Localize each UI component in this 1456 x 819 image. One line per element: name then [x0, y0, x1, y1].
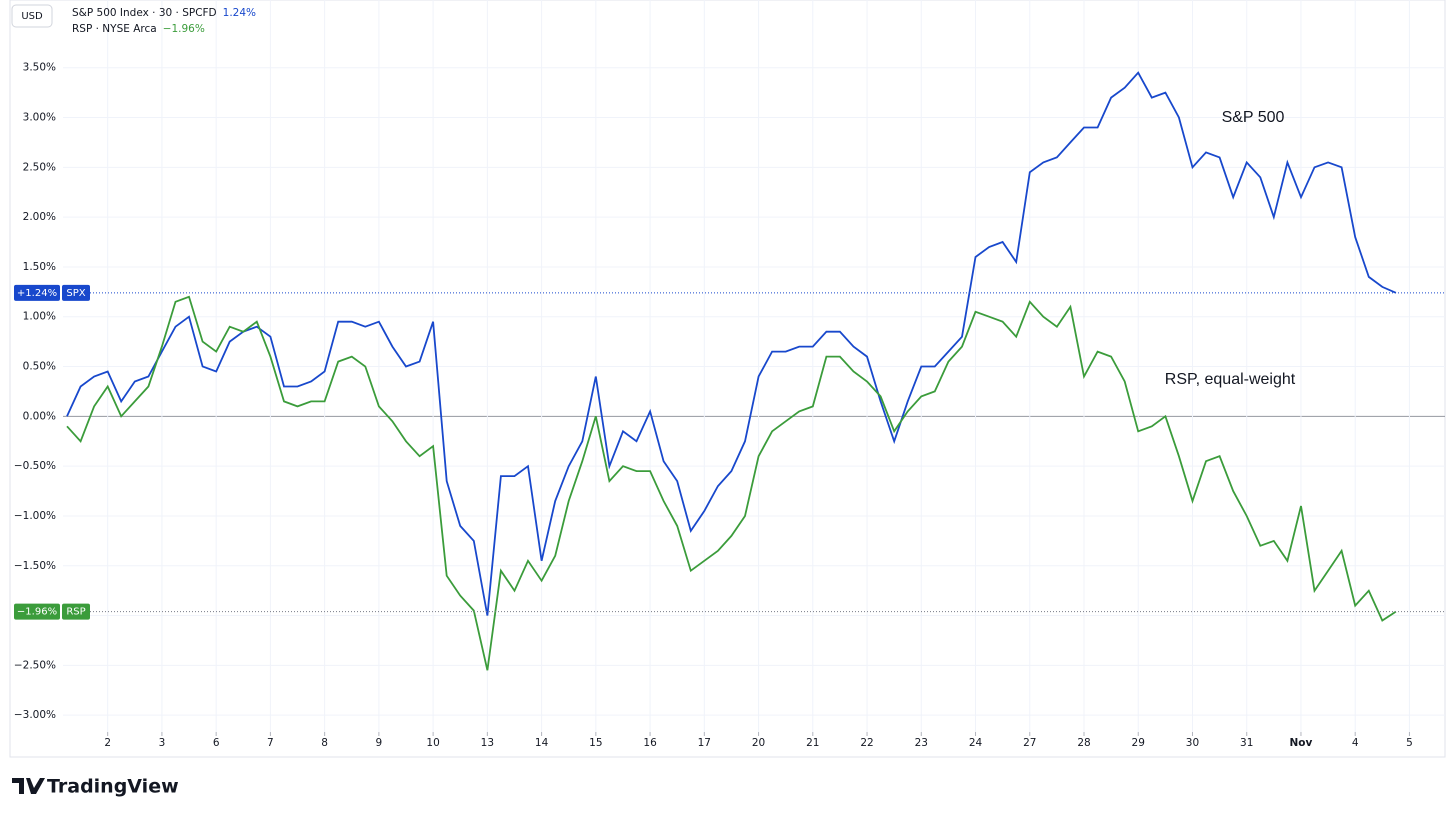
- y-tick-label: 0.00%: [23, 410, 56, 422]
- price-tag: [14, 603, 60, 620]
- series-line: [66, 71, 1397, 616]
- y-tick-label: −0.50%: [14, 460, 56, 472]
- legend-name: S&P 500 Index · 30 · SPCFD: [72, 7, 217, 19]
- y-tick-label: 3.00%: [23, 112, 56, 124]
- x-tick-label: 9: [376, 737, 383, 749]
- x-tick-label: 5: [1406, 737, 1413, 749]
- grid: [63, 0, 1445, 732]
- x-tick-label: 28: [1077, 737, 1090, 749]
- y-tick-label: −1.50%: [14, 560, 56, 572]
- symbol-tag: [62, 603, 90, 620]
- y-tick-label: 0.50%: [23, 361, 56, 373]
- x-tick-label: 31: [1240, 737, 1253, 749]
- y-tick-label: 2.00%: [23, 211, 56, 223]
- legend-value: −1.96%: [163, 23, 205, 35]
- x-tick-label: 16: [643, 737, 657, 749]
- x-tick-label: 23: [915, 737, 928, 749]
- legend-name: RSP · NYSE Arca: [72, 23, 157, 35]
- x-tick-label: 13: [481, 737, 494, 749]
- x-tick-label: 14: [535, 737, 549, 749]
- symbol-tag: [62, 284, 90, 301]
- x-tick-label: 20: [752, 737, 765, 749]
- legend-entry: RSP · NYSE Arca −1.96%: [72, 23, 205, 35]
- x-tick-label: 15: [589, 737, 602, 749]
- x-tick-label: 6: [213, 737, 220, 749]
- currency: USD: [21, 11, 43, 22]
- x-tick-label: 2: [104, 737, 111, 749]
- price-tag: [14, 284, 60, 301]
- plot-frame: [9, 0, 1446, 758]
- brand: TradingView: [47, 776, 179, 798]
- x-tick-label: 22: [860, 737, 873, 749]
- logo-icon: [12, 778, 45, 794]
- legend-value: 1.24%: [223, 7, 256, 19]
- series-line: [66, 295, 1397, 671]
- legend-entry: S&P 500 Index · 30 · SPCFD 1.24%: [72, 7, 256, 19]
- x-tick-label: 24: [969, 737, 983, 749]
- x-tick-label: 7: [267, 737, 274, 749]
- y-tick-label: 1.50%: [23, 261, 56, 273]
- y-tick-label: −1.00%: [14, 510, 56, 522]
- x-tick-label: 27: [1023, 737, 1036, 749]
- y-tick-label: 2.50%: [23, 161, 56, 173]
- symbol-tag-text: RSP: [66, 607, 85, 618]
- x-tick-label: 29: [1132, 737, 1145, 749]
- y-tick-label: 3.50%: [23, 62, 56, 74]
- annotation: S&P 500: [1222, 109, 1285, 126]
- annotation: RSP, equal-weight: [1165, 371, 1296, 388]
- x-tick-label: 8: [321, 737, 328, 749]
- y-tick-label: −2.50%: [14, 659, 56, 671]
- x-tick-label: 10: [426, 737, 439, 749]
- y-tick-label: 1.00%: [23, 311, 56, 323]
- price-tag-value: +1.24%: [17, 288, 57, 299]
- x-tick-label: 3: [159, 737, 166, 749]
- x-tick-label: 17: [698, 737, 711, 749]
- logo: TradingView: [12, 776, 179, 798]
- y-tick-label: −3.00%: [14, 709, 56, 721]
- x-tick-label: 30: [1186, 737, 1199, 749]
- x-tick-label: 21: [806, 737, 819, 749]
- x-tick-label: Nov: [1290, 737, 1313, 749]
- currency-box: [11, 4, 53, 28]
- x-tick-label: 4: [1352, 737, 1359, 749]
- price-tag-value: −1.96%: [17, 607, 57, 618]
- symbol-tag-text: SPX: [66, 288, 85, 299]
